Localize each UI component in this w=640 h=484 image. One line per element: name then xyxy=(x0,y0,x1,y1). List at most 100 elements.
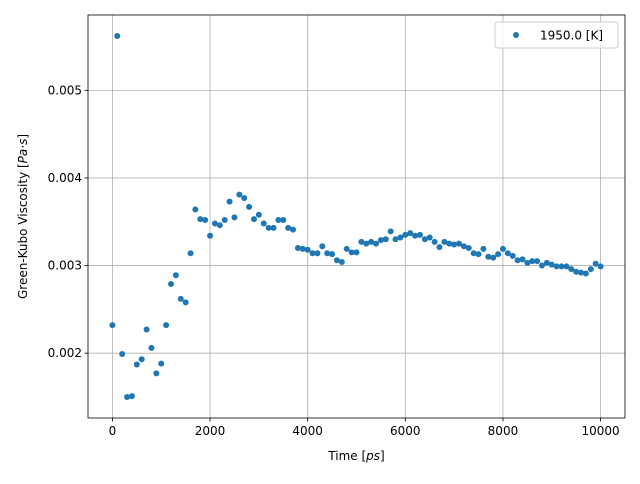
data-point xyxy=(495,251,502,258)
data-point xyxy=(353,249,360,256)
data-point xyxy=(436,244,443,251)
y-tick-label: 0.003 xyxy=(48,259,82,273)
data-point xyxy=(202,217,209,224)
legend-marker xyxy=(513,32,519,38)
data-point xyxy=(397,234,404,241)
data-point xyxy=(377,237,384,244)
data-point xyxy=(329,251,336,258)
data-point xyxy=(299,245,306,252)
data-point xyxy=(421,236,428,243)
data-point xyxy=(573,268,580,275)
x-tick-label: 10000 xyxy=(581,424,619,438)
y-axis-label: Green-Kubo Viscosity [Pa·s] xyxy=(16,134,30,299)
data-point xyxy=(124,393,131,400)
data-point xyxy=(407,230,414,237)
legend-entry-label: 1950.0 [K] xyxy=(540,29,603,43)
data-point xyxy=(148,344,155,351)
x-tick-label: 0 xyxy=(109,424,117,438)
data-point xyxy=(475,251,482,258)
data-point xyxy=(426,234,433,241)
data-point xyxy=(578,269,585,276)
data-point xyxy=(568,266,575,273)
data-point xyxy=(431,238,438,245)
data-point xyxy=(260,220,267,227)
data-point xyxy=(412,232,419,239)
data-point xyxy=(182,299,189,306)
data-point xyxy=(143,326,150,333)
data-point xyxy=(114,33,121,40)
data-point xyxy=(490,254,497,261)
data-point xyxy=(543,259,550,266)
data-point xyxy=(480,245,487,252)
data-point xyxy=(309,250,316,257)
data-point xyxy=(416,231,423,238)
data-point xyxy=(246,203,253,210)
y-tick-label: 0.004 xyxy=(48,171,82,185)
data-point xyxy=(216,222,223,229)
data-point xyxy=(597,263,604,270)
data-point xyxy=(158,360,165,367)
plot-frame xyxy=(87,14,626,419)
data-point xyxy=(534,258,541,265)
data-point xyxy=(465,245,472,252)
data-point xyxy=(524,259,531,266)
x-tick-label: 8000 xyxy=(488,424,519,438)
data-point xyxy=(348,249,355,256)
data-point xyxy=(558,263,565,270)
y-tick-label: 0.002 xyxy=(48,346,82,360)
x-tick-label: 6000 xyxy=(390,424,421,438)
data-point xyxy=(451,241,458,248)
data-point xyxy=(241,195,248,202)
data-point xyxy=(509,252,516,259)
data-point xyxy=(285,224,292,231)
data-point xyxy=(338,259,345,266)
data-point xyxy=(539,262,546,269)
x-axis-label-text: Time xyxy=(327,449,361,463)
data-point xyxy=(138,356,145,363)
data-point xyxy=(207,232,214,239)
data-point xyxy=(128,393,135,400)
y-axis-label-text: Green-Kubo Viscosity xyxy=(16,168,30,299)
data-point xyxy=(211,220,218,227)
data-point xyxy=(470,250,477,257)
data-point xyxy=(587,266,594,273)
data-point xyxy=(172,272,179,279)
data-point xyxy=(460,243,467,250)
y-tick-label: 0.005 xyxy=(48,83,82,97)
data-point xyxy=(275,217,282,224)
data-point xyxy=(373,240,380,247)
grid-layer xyxy=(88,15,625,418)
data-point xyxy=(382,236,389,243)
data-point xyxy=(392,236,399,243)
data-point xyxy=(177,295,184,302)
legend-box xyxy=(494,21,619,49)
data-point xyxy=(582,270,589,277)
x-axis-label: Time [ps] xyxy=(327,449,384,463)
ticks-layer: 0 2000 4000 6000 8000 10000 0.002 0.003 0.004 0.0… xyxy=(48,83,620,438)
data-point xyxy=(119,351,126,358)
data-point xyxy=(109,322,116,329)
data-point xyxy=(250,216,257,223)
data-point xyxy=(187,250,194,257)
data-point xyxy=(226,198,233,205)
data-point xyxy=(319,243,326,250)
data-point xyxy=(402,231,409,238)
data-point xyxy=(446,240,453,247)
data-point xyxy=(304,246,311,253)
data-point xyxy=(441,238,448,245)
data-point xyxy=(387,228,394,235)
data-point xyxy=(499,245,506,252)
data-point xyxy=(529,258,536,265)
data-point xyxy=(504,250,511,257)
data-point xyxy=(133,361,140,368)
data-point xyxy=(485,253,492,260)
data-point xyxy=(368,238,375,245)
data-point xyxy=(163,322,170,329)
data-point xyxy=(221,217,228,224)
data-point xyxy=(358,238,365,245)
data-point xyxy=(592,260,599,267)
data-point xyxy=(333,257,340,264)
y-axis-unit: Pa·s xyxy=(16,139,30,164)
